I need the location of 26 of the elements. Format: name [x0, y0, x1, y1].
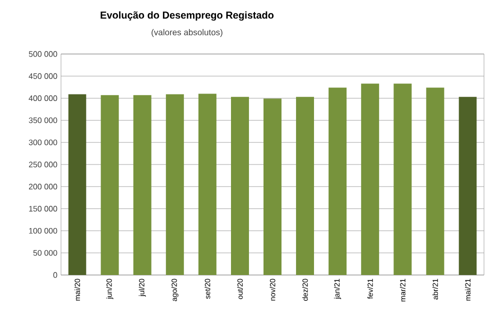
- y-tick-label: 100 000: [29, 228, 58, 234]
- bar: [166, 94, 184, 275]
- bar: [426, 88, 444, 275]
- bar: [68, 94, 86, 275]
- bar: [458, 96, 477, 275]
- y-tick-label: 50 000: [33, 250, 58, 256]
- bar: [296, 96, 314, 275]
- bar: [361, 84, 380, 275]
- y-tick-label: 500 000: [28, 51, 58, 57]
- bar: [100, 95, 119, 275]
- y-tick-label: 250 000: [28, 162, 58, 168]
- bar: [133, 95, 152, 275]
- chart-subtitle: (valores absolutos): [152, 29, 222, 37]
- bar: [394, 84, 412, 275]
- y-tick-label: 0: [53, 272, 58, 278]
- bar: [328, 88, 347, 275]
- y-tick-label: 300 000: [28, 140, 58, 146]
- y-tick-label: 450 000: [28, 73, 58, 79]
- bar: [230, 96, 249, 275]
- bar: [198, 94, 216, 275]
- chart-title: Evolução do Desemprego Registado: [100, 11, 274, 21]
- y-tick-label: 150 000: [29, 206, 58, 212]
- y-tick-label: 350 000: [28, 117, 58, 124]
- y-tick-label: 400 000: [28, 95, 58, 102]
- y-tick-label: 200 000: [28, 184, 58, 190]
- bar: [264, 98, 282, 275]
